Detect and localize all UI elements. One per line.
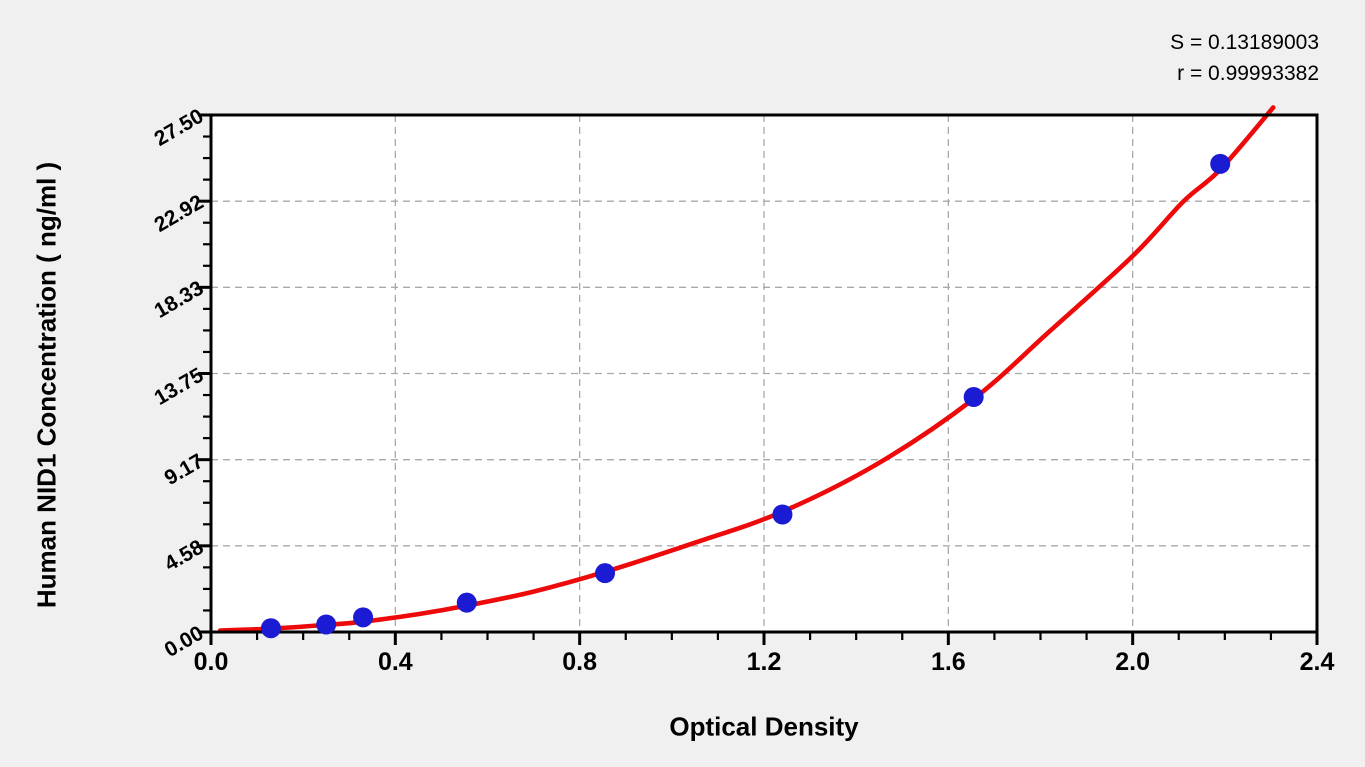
stat-s-value: S = 0.13189003 [1170, 31, 1319, 54]
stat-r-value: r = 0.99993382 [1177, 62, 1319, 85]
data-point [260, 618, 281, 639]
x-tick-label: 0.8 [562, 648, 598, 676]
x-tick-label: 2.4 [1299, 648, 1335, 676]
data-point [456, 592, 477, 613]
fit-statistics: S = 0.13189003 r = 0.99993382 [1170, 27, 1319, 89]
data-point [963, 387, 984, 407]
x-tick-label: 1.6 [930, 648, 966, 676]
x-tick-label: 0.4 [377, 648, 413, 676]
x-tick-label: 2.0 [1115, 648, 1151, 676]
data-point [353, 607, 374, 628]
x-tick-label: 1.2 [746, 648, 782, 676]
data-point [1210, 153, 1231, 174]
x-tick-label: 0.0 [193, 648, 229, 676]
x-axis-title: Optical Density [669, 711, 859, 742]
data-point [316, 614, 337, 635]
data-point [772, 504, 793, 525]
y-axis-title: Human NID1 Concentration ( ng/ml ) [31, 161, 62, 609]
data-point [595, 563, 616, 584]
